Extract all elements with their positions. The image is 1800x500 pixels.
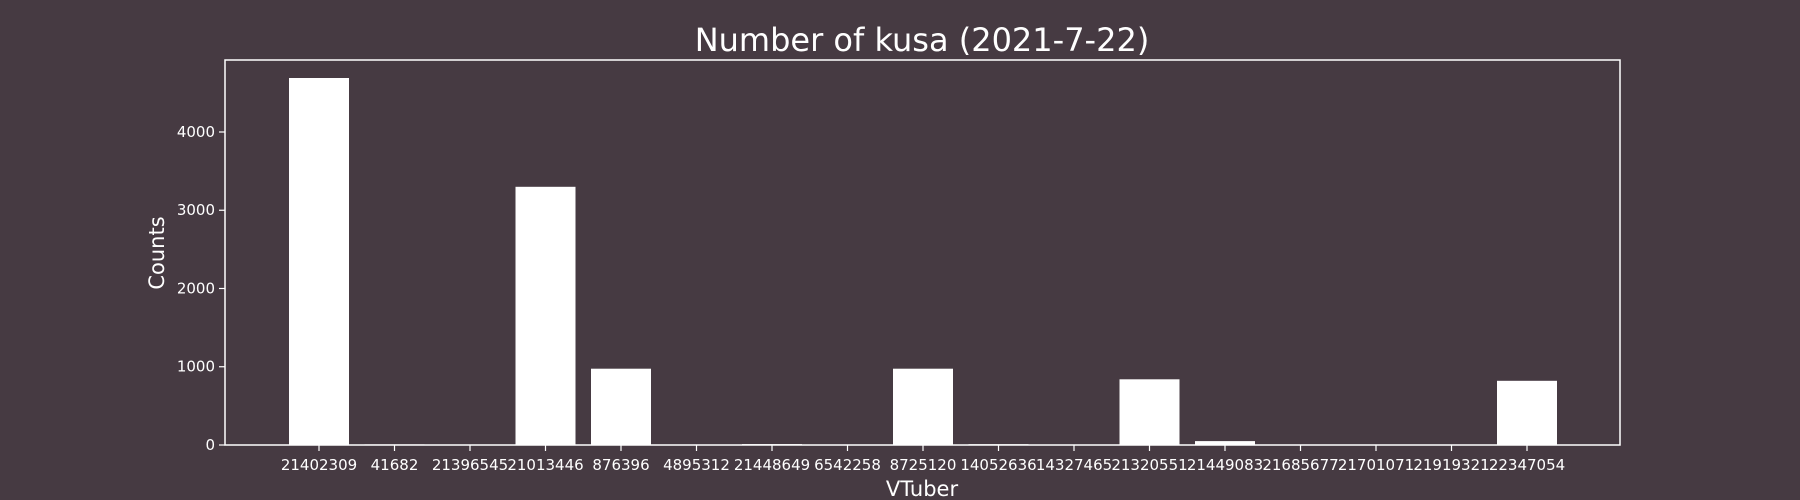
x-tick-label: 21685677 [1262,456,1338,474]
x-tick-label: 14327465 [1036,456,1112,474]
x-tick-label: 876396 [592,456,649,474]
x-axis-ticks: 21402309 41682 21396545 21013446 876396 48953… [281,445,1565,474]
bar-21448649 [742,444,802,445]
x-tick-label: 21396545 [432,456,508,474]
x-tick-label: 21449083 [1187,456,1263,474]
x-tick-label: 21402309 [281,456,357,474]
bar-41682 [364,444,425,445]
y-tick-label: 0 [205,436,215,454]
x-tick-label: 14052636 [960,456,1036,474]
bar-21013446 [515,186,576,446]
x-tick-label: 21448649 [734,456,810,474]
x-tick-label: 41682 [371,456,419,474]
bar-21320551 [1119,379,1180,445]
x-tick-label: 21320551 [1111,456,1187,474]
x-tick-label: 4895312 [663,456,730,474]
bar-876396 [591,368,651,445]
y-axis-label: Counts [145,216,169,289]
bar-21449083 [1195,441,1255,445]
x-tick-label: 21701071 [1338,456,1414,474]
x-tick-label: 22347054 [1489,456,1565,474]
bar-8725120 [893,368,953,445]
chart-title: Number of kusa (2021-7-22) [695,21,1150,59]
x-tick-label: 21919321 [1413,456,1489,474]
bars [289,78,1557,446]
x-tick-label: 8725120 [890,456,957,474]
y-tick-label: 3000 [177,201,215,219]
bar-14052636 [968,444,1029,445]
y-tick-label: 4000 [177,123,215,141]
x-tick-label: 21013446 [507,456,583,474]
y-tick-label: 2000 [177,279,215,297]
y-tick-label: 1000 [177,358,215,376]
bar-21402309 [289,78,349,445]
bar-22347054 [1497,380,1557,445]
x-axis-label: VTuber [886,477,959,500]
y-axis-ticks: 0 1000 2000 3000 4000 [177,123,225,454]
x-tick-label: 6542258 [814,456,881,474]
